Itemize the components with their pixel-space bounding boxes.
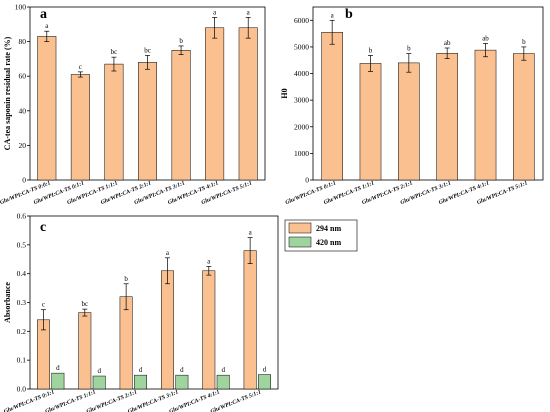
legend-swatch (288, 236, 312, 248)
significance-letter: d (97, 367, 101, 375)
bar (398, 62, 420, 181)
significance-letter: a (249, 229, 253, 237)
panel-letter: c (40, 220, 46, 235)
y-axis-label: Absorbance (3, 282, 12, 323)
y-tick-label: 0.2 (17, 327, 27, 336)
significance-letter: ab (444, 39, 451, 47)
y-tick-label: 0.0 (17, 385, 27, 394)
significance-letter: b (522, 38, 526, 46)
bar (161, 270, 174, 390)
y-tick-label: 60 (19, 72, 27, 81)
bar (92, 375, 106, 390)
panel-letter: b (345, 7, 353, 22)
y-tick-label: 0.4 (17, 269, 27, 278)
significance-letter: d (180, 366, 184, 374)
bar (243, 250, 257, 390)
y-tick-label: 1000 (294, 149, 309, 158)
legend-label: 294 nm (316, 224, 341, 233)
significance-letter: a (207, 257, 211, 265)
bar (138, 62, 157, 181)
legend: 294 nm 420 nm (284, 219, 358, 252)
significance-letter: bc (111, 48, 118, 56)
significance-letter: b (124, 275, 128, 283)
bar (216, 374, 230, 390)
significance-letter: a (166, 249, 170, 257)
y-axis-label: H0 (280, 88, 289, 98)
plot-frame (29, 215, 279, 390)
significance-letter: a (213, 8, 217, 16)
y-tick-label: 2000 (294, 122, 309, 131)
bar (134, 374, 147, 390)
legend-label: 420 nm (316, 238, 341, 247)
bar (51, 372, 65, 390)
significance-letter: a (331, 11, 335, 19)
chart-panel-c: 0.0 0.1 0.2 0.3 0.4 0.5 0.6 Absorbance c c bc b a a a d… (3, 212, 358, 412)
bar (171, 50, 191, 181)
bar (436, 53, 458, 181)
bar (119, 296, 133, 390)
bar (37, 36, 57, 181)
y-tick-label: 80 (19, 37, 27, 46)
bar (513, 53, 535, 181)
y-tick-label: 5000 (294, 42, 309, 51)
y-tick-label: 0.1 (17, 356, 27, 365)
significance-letter: d (56, 364, 60, 372)
panel-letter: a (40, 7, 47, 22)
chart-panel-a: 0 20 40 60 80 100 CA-tea saponin residual rate… (0, 3, 266, 206)
significance-letter: a (45, 22, 49, 30)
y-tick-label: 6000 (294, 16, 309, 25)
bar (321, 32, 343, 181)
significance-letter: c (42, 301, 45, 309)
bar (238, 27, 258, 181)
significance-letter: d (139, 366, 143, 374)
y-tick-label: 20 (19, 141, 27, 150)
y-tick-label: 3000 (294, 96, 309, 105)
significance-letter: b (369, 46, 373, 54)
y-tick-label: 4000 (294, 69, 309, 78)
y-tick-label: 0.5 (17, 240, 27, 249)
bar (359, 63, 382, 181)
plot-frame (312, 6, 544, 181)
legend-swatch (288, 222, 312, 234)
y-tick-label: 0.6 (17, 212, 27, 221)
y-tick-label: 0.3 (17, 298, 27, 307)
bar (70, 74, 90, 181)
bar (202, 270, 216, 390)
significance-letter: ab (482, 34, 489, 42)
bar (474, 49, 497, 181)
significance-letter: b (407, 45, 411, 53)
significance-letter: bc (144, 46, 151, 54)
bar (78, 312, 92, 390)
y-tick-label: 0 (22, 176, 26, 185)
y-tick-label: 0 (305, 176, 309, 185)
y-axis-label: CA-tea saponin residual rate (%) (3, 36, 12, 150)
y-tick-label: 100 (15, 3, 27, 12)
significance-letter: b (179, 37, 183, 45)
bar (104, 63, 124, 181)
significance-letter: d (263, 366, 267, 374)
significance-letter: a (247, 8, 251, 16)
bar (205, 27, 225, 181)
significance-letter: d (221, 366, 225, 374)
bar (258, 374, 271, 390)
bar (175, 374, 189, 390)
significance-letter: c (79, 63, 82, 71)
significance-letter: bc (81, 300, 88, 308)
y-tick-label: 40 (19, 106, 27, 115)
